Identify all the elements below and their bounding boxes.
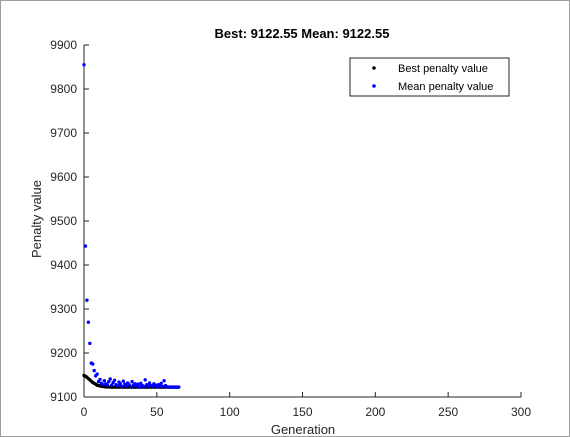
mean-penalty-point: [159, 381, 163, 386]
mean-penalty-point: [95, 372, 99, 376]
mean-penalty-point: [109, 383, 114, 387]
mean-penalty-point: [85, 298, 89, 302]
mean-penalty-point: [128, 384, 133, 389]
y-tick-label: 9500: [50, 214, 77, 228]
axes: 9100 9200 9300 9400 9500 9600 9700 9800 9900 0 50 1…: [50, 38, 531, 419]
mean-penalty-point: [105, 382, 110, 387]
y-tick-label: 9700: [50, 126, 77, 140]
y-tick-label: 9100: [50, 390, 77, 404]
mean-penalty-point: [143, 378, 147, 382]
legend-mean-marker: [372, 84, 376, 88]
mean-penalty-point: [121, 379, 126, 383]
mean-penalty-point: [112, 378, 117, 382]
mean-penalty-point: [158, 384, 162, 388]
mean-penalty-point: [98, 377, 102, 382]
mean-penalty-point: [102, 379, 107, 383]
legend: Best penalty value Mean penalty value: [349, 57, 510, 97]
mean-penalty-point: [82, 63, 86, 67]
y-tick-label: 9800: [50, 82, 77, 96]
y-tick-label: 9400: [50, 258, 77, 272]
mean-penalty-point: [92, 368, 96, 373]
mean-penalty-point: [124, 384, 128, 388]
mean-penalty-point: [101, 382, 105, 387]
y-tick-label: 9900: [50, 38, 77, 52]
mean-penalty-point: [88, 341, 92, 346]
mean-penalty-point: [150, 384, 155, 389]
mean-penalty-point: [120, 384, 124, 389]
mean-penalty-point: [86, 320, 91, 324]
mean-penalty-point: [142, 384, 146, 389]
chart-title: Best: 9122.55 Mean: 9122.55: [215, 26, 390, 41]
y-tick-label: 9300: [50, 302, 77, 316]
x-tick-label: 200: [365, 405, 385, 419]
mean-penalty-point: [130, 379, 134, 384]
mean-penalty-point: [107, 379, 111, 384]
x-tick-label: 0: [81, 405, 88, 419]
y-tick-label: 9200: [50, 346, 77, 360]
mean-penalty-point: [137, 385, 142, 389]
plot-points: [82, 63, 181, 389]
mean-penalty-point: [176, 385, 181, 389]
legend-box: [349, 57, 510, 97]
x-axis-label: Generation: [271, 422, 335, 437]
mean-penalty-point: [162, 379, 166, 383]
x-tick-label: 150: [292, 405, 312, 419]
mean-penalty-point: [160, 384, 165, 389]
y-axis-label: Penalty value: [29, 180, 44, 258]
legend-mean-label: Mean penalty value: [398, 81, 493, 93]
x-tick-label: 50: [150, 405, 164, 419]
mean-penalty-point: [136, 382, 140, 386]
legend-best-label: Best penalty value: [398, 63, 488, 75]
y-tick-label: 9600: [50, 170, 77, 184]
mean-penalty-point: [108, 377, 112, 381]
x-tick-label: 250: [438, 405, 458, 419]
mean-penalty-point: [118, 382, 123, 386]
mean-penalty-point: [115, 383, 120, 388]
x-tick-label: 100: [220, 405, 240, 419]
mean-penalty-point: [83, 244, 88, 248]
mean-penalty-point: [146, 384, 150, 388]
legend-best-marker: [372, 66, 376, 70]
mean-penalty-point: [147, 381, 152, 385]
x-tick-label: 300: [511, 405, 531, 419]
mean-penalty-point: [91, 362, 95, 366]
